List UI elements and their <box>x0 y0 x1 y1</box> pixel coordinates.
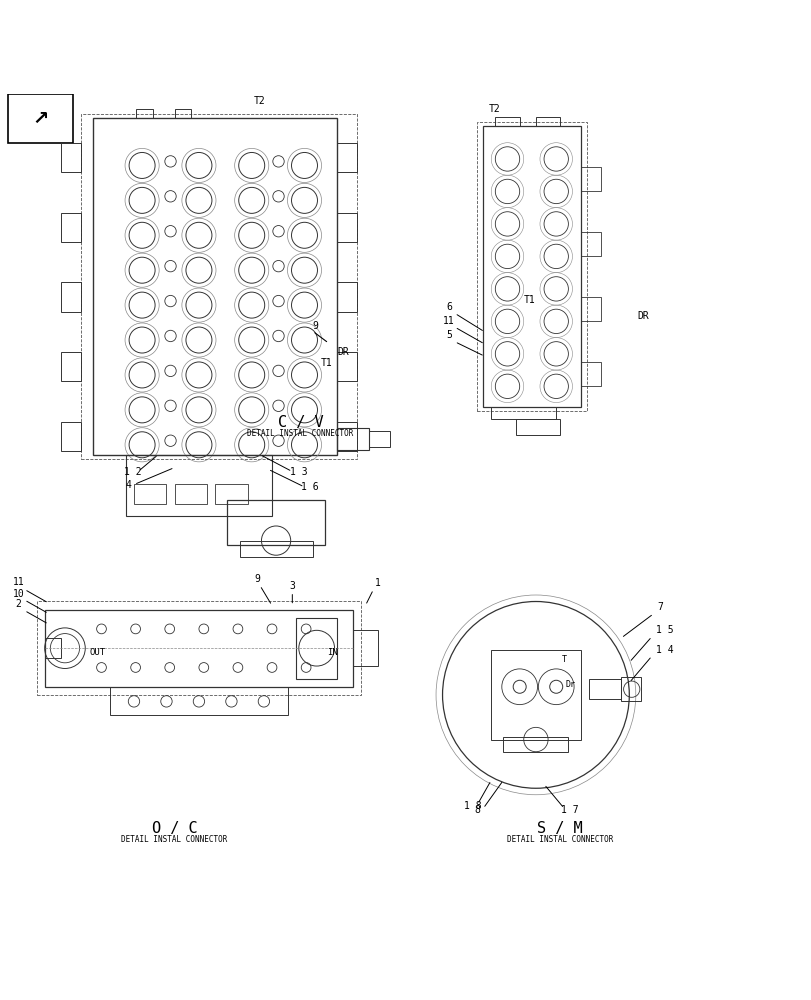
Bar <box>483 126 580 407</box>
Text: S / M: S / M <box>537 821 582 836</box>
Bar <box>580 232 600 256</box>
Bar <box>45 610 353 687</box>
Bar <box>580 167 600 191</box>
Text: 1 2: 1 2 <box>123 467 141 477</box>
Bar <box>580 297 600 321</box>
Bar <box>369 431 389 447</box>
Bar <box>8 94 73 143</box>
Bar <box>337 428 369 450</box>
Text: 1 5: 1 5 <box>655 625 673 635</box>
Bar <box>337 352 357 381</box>
Bar <box>296 618 337 679</box>
Text: 1 8: 1 8 <box>463 801 481 811</box>
Text: T1: T1 <box>320 358 332 368</box>
Bar <box>337 282 357 312</box>
Text: C / V: C / V <box>277 415 323 430</box>
Bar <box>337 422 357 451</box>
Bar <box>174 484 207 504</box>
Bar <box>580 362 600 386</box>
Text: ↗: ↗ <box>32 109 49 128</box>
Text: IN: IN <box>327 648 338 657</box>
Text: 5: 5 <box>445 330 452 340</box>
Bar <box>239 541 312 557</box>
Text: 1 6: 1 6 <box>301 482 319 492</box>
Bar <box>620 677 641 701</box>
Text: DETAIL INSTAL CONNECTOR: DETAIL INSTAL CONNECTOR <box>247 429 354 438</box>
Bar <box>109 687 288 715</box>
Bar <box>491 650 580 740</box>
Text: 1 4: 1 4 <box>655 645 673 655</box>
Text: DETAIL INSTAL CONNECTOR: DETAIL INSTAL CONNECTOR <box>121 835 228 844</box>
Text: O / C: O / C <box>152 821 197 836</box>
Bar <box>61 143 81 172</box>
Text: 9: 9 <box>311 321 318 331</box>
Bar <box>476 122 586 411</box>
Text: Dr: Dr <box>564 680 574 689</box>
Text: 1 7: 1 7 <box>560 805 578 815</box>
Text: T1: T1 <box>523 295 534 305</box>
Text: DR: DR <box>337 347 348 357</box>
Text: 9: 9 <box>254 574 260 584</box>
Text: T2: T2 <box>488 104 500 114</box>
Text: 3: 3 <box>289 581 295 591</box>
Text: 1: 1 <box>374 578 380 588</box>
Text: OUT: OUT <box>89 648 105 657</box>
Text: 7: 7 <box>657 602 663 612</box>
Bar <box>61 422 81 451</box>
Bar <box>491 407 556 419</box>
Bar <box>337 213 357 242</box>
Bar <box>588 679 620 699</box>
Bar <box>174 109 191 118</box>
Bar <box>134 484 166 504</box>
Text: T2: T2 <box>254 96 265 106</box>
Text: 8: 8 <box>474 805 480 815</box>
Bar <box>515 419 560 435</box>
Bar <box>61 352 81 381</box>
Bar <box>81 114 357 459</box>
Text: 2: 2 <box>15 599 22 609</box>
Text: DR: DR <box>637 311 648 321</box>
Text: 11: 11 <box>13 577 24 587</box>
Text: T: T <box>561 655 566 664</box>
Bar <box>126 455 272 516</box>
Text: 10: 10 <box>13 589 24 599</box>
Bar <box>61 213 81 242</box>
Text: 11: 11 <box>443 316 454 326</box>
Bar <box>353 630 377 666</box>
Bar <box>61 282 81 312</box>
Bar <box>215 484 247 504</box>
Bar <box>136 109 152 118</box>
Text: 4: 4 <box>125 480 131 490</box>
Text: 6: 6 <box>445 302 452 312</box>
Text: DETAIL INSTAL CONNECTOR: DETAIL INSTAL CONNECTOR <box>506 835 613 844</box>
Bar <box>535 117 560 126</box>
Bar <box>227 500 324 545</box>
Bar <box>36 601 361 695</box>
Bar <box>495 117 519 126</box>
Bar <box>503 737 568 752</box>
Bar <box>337 143 357 172</box>
Bar <box>93 118 337 455</box>
Text: 1 3: 1 3 <box>290 467 307 477</box>
Bar <box>45 638 61 658</box>
